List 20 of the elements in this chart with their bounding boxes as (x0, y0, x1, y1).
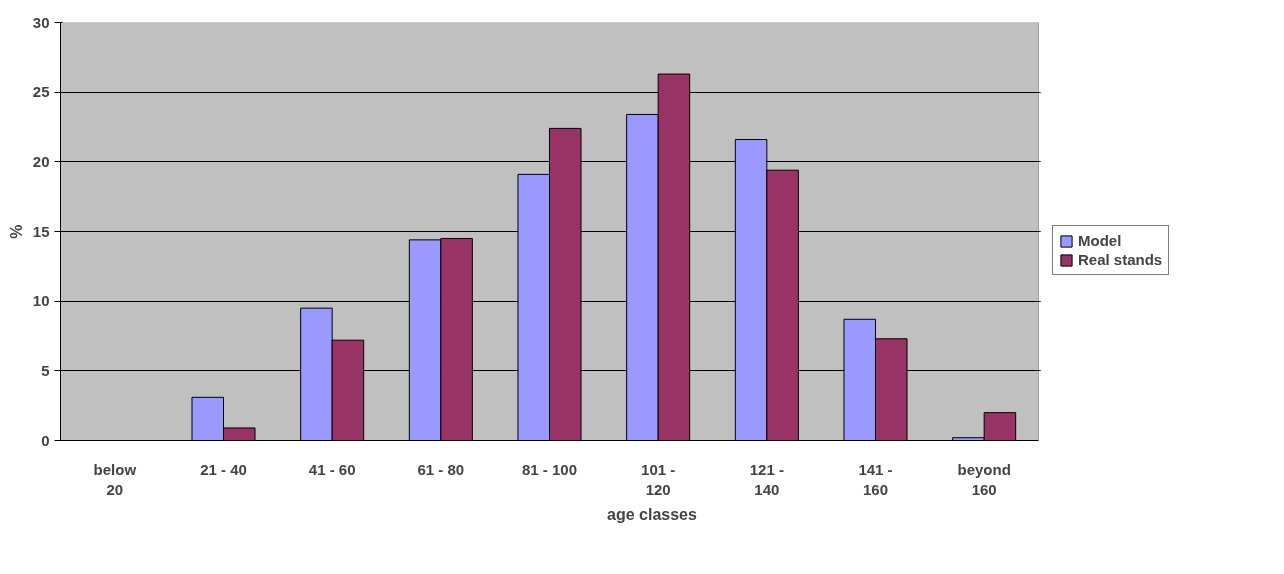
y-tick-label: 15 (32, 222, 50, 240)
legend-label: Model (1078, 232, 1122, 249)
x-axis-title: age classes (607, 505, 698, 523)
y-tick-label: 20 (32, 152, 50, 170)
y-axis-title: % (7, 224, 25, 239)
y-tick-label: 0 (41, 431, 50, 449)
x-tick-label: 41 - 60 (308, 460, 356, 478)
y-tick-label: 10 (32, 292, 50, 310)
x-tick-label: 121 - 140 (749, 460, 784, 498)
y-tick-label: 25 (32, 83, 50, 101)
x-tick-label: 141 - 160 (858, 460, 893, 498)
x-tick-label: beyond 160 (957, 460, 1011, 498)
x-tick-label: 101 - 120 (641, 460, 676, 498)
x-tick-label: 21 - 40 (200, 460, 247, 478)
legend-label: Real stands (1078, 251, 1163, 268)
y-tick-label: 30 (32, 13, 50, 31)
x-tick-label: below 20 (93, 460, 137, 498)
y-tick-label: 5 (41, 361, 50, 379)
x-tick-label: 81 - 100 (521, 460, 578, 478)
x-tick-label: 61 - 80 (417, 460, 465, 478)
